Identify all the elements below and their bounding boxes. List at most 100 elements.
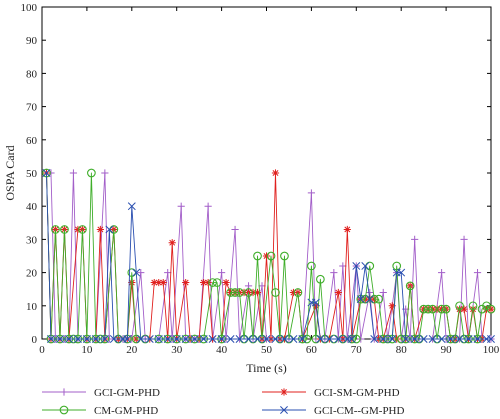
data-point xyxy=(190,335,199,343)
data-point xyxy=(181,335,190,343)
data-point xyxy=(226,288,235,297)
data-point xyxy=(271,288,280,297)
data-point xyxy=(155,278,163,287)
data-point xyxy=(388,335,397,343)
data-point xyxy=(47,335,55,343)
legend-item: GCI-CM--GM-PHD xyxy=(262,405,405,417)
data-point xyxy=(204,278,212,287)
data-point xyxy=(253,251,262,261)
data-point xyxy=(455,335,464,343)
legend: GCI-GM-PHD GCI-SM-GM-PHD CM-GM-PHD GCI-CM--… xyxy=(42,387,405,417)
data-point xyxy=(226,335,235,343)
y-tick-label: 90 xyxy=(26,35,38,47)
data-point xyxy=(441,304,451,314)
data-point xyxy=(419,335,428,343)
data-point xyxy=(460,235,468,243)
data-point xyxy=(311,298,320,307)
data-point xyxy=(74,225,82,234)
data-point xyxy=(397,268,406,277)
legend-label: GCI-GM-PHD xyxy=(94,387,160,399)
data-point xyxy=(379,288,387,297)
data-point xyxy=(150,278,158,287)
series-line xyxy=(46,172,491,340)
data-point xyxy=(208,335,217,343)
data-point xyxy=(473,269,482,277)
legend-swatch-marker xyxy=(60,388,68,396)
data-point xyxy=(159,278,167,287)
y-tick-label: 10 xyxy=(26,301,38,313)
data-point xyxy=(127,202,136,211)
data-point xyxy=(200,278,208,287)
legend-label: GCI-SM-GM-PHD xyxy=(314,387,400,399)
data-point xyxy=(168,239,176,247)
data-point xyxy=(370,335,379,343)
data-point xyxy=(343,225,351,234)
y-tick-label: 70 xyxy=(26,102,38,114)
data-point xyxy=(334,335,343,343)
x-tick-label: 30 xyxy=(171,344,183,356)
data-point xyxy=(235,335,244,343)
data-point xyxy=(419,304,429,314)
data-point xyxy=(73,335,82,343)
legend-item: CM-GM-PHD xyxy=(42,405,158,417)
data-point xyxy=(217,335,226,343)
legend-label: CM-GM-PHD xyxy=(94,405,158,417)
data-point xyxy=(289,288,298,297)
data-point xyxy=(468,301,478,311)
data-point xyxy=(235,288,244,297)
data-point xyxy=(271,169,280,177)
y-tick-label: 50 xyxy=(26,168,38,180)
data-point xyxy=(437,304,446,314)
y-tick-label: 80 xyxy=(26,68,38,80)
legend-swatch-marker xyxy=(280,388,288,396)
data-point xyxy=(464,335,473,343)
data-point xyxy=(262,335,271,343)
data-point xyxy=(428,304,437,314)
data-point xyxy=(433,305,441,313)
data-point xyxy=(64,335,73,343)
data-point xyxy=(298,335,307,343)
x-tick-label: 0 xyxy=(39,344,45,356)
data-point xyxy=(446,335,455,343)
data-point xyxy=(132,268,141,277)
data-point xyxy=(91,335,100,343)
data-point xyxy=(401,335,410,343)
y-tick-label: 60 xyxy=(26,135,38,147)
data-point xyxy=(222,278,230,287)
data-point xyxy=(136,335,145,343)
y-tick-label: 20 xyxy=(26,268,38,280)
data-point xyxy=(56,335,64,343)
data-point xyxy=(374,294,384,304)
data-point xyxy=(51,225,60,234)
x-tick-label: 100 xyxy=(483,344,500,356)
data-point xyxy=(455,301,464,311)
series-gci-cm-gm-phd xyxy=(42,169,495,343)
x-tick-label: 50 xyxy=(261,344,273,356)
data-point xyxy=(352,262,361,270)
legend-item: GCI-GM-PHD xyxy=(42,387,160,399)
data-point xyxy=(357,335,365,343)
data-point xyxy=(460,305,468,313)
data-point xyxy=(230,288,240,297)
y-tick-label: 100 xyxy=(21,2,38,14)
legend-swatch-marker xyxy=(280,406,288,414)
data-point xyxy=(361,262,370,270)
data-point xyxy=(307,261,316,271)
data-point xyxy=(356,294,366,304)
data-point xyxy=(388,302,396,310)
data-point xyxy=(87,168,96,178)
data-point xyxy=(393,335,401,343)
data-point xyxy=(137,269,145,277)
data-point xyxy=(182,278,190,287)
data-point xyxy=(289,335,298,343)
data-point xyxy=(347,335,356,343)
y-tick-label: 30 xyxy=(26,234,38,246)
data-point xyxy=(307,189,315,197)
data-point xyxy=(145,335,154,343)
x-tick-label: 90 xyxy=(441,344,453,356)
y-tick-label: 40 xyxy=(26,201,38,213)
data-point xyxy=(253,288,262,297)
data-point xyxy=(392,261,402,271)
data-point xyxy=(423,304,433,314)
